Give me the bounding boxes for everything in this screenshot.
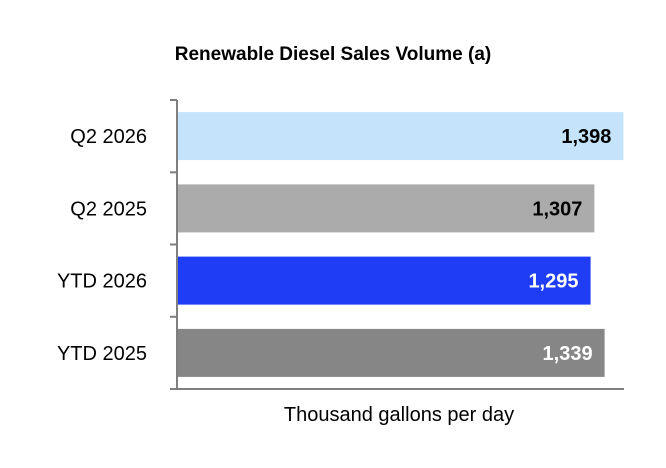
bar-ytd-2026 <box>178 256 591 305</box>
bar-ytd-2025 <box>178 328 605 377</box>
category-label-q2-2025: Q2 2025 <box>70 198 147 220</box>
bar-q2-2026 <box>178 112 624 161</box>
value-label-ytd-2026: 1,295 <box>528 271 578 293</box>
y-ticks-group: Q2 2026 Q2 2025 YTD 2026 YTD 2025 <box>57 99 177 390</box>
category-label-ytd-2025: YTD 2025 <box>57 343 147 365</box>
category-label-q2-2026: Q2 2026 <box>70 126 147 148</box>
value-label-ytd-2025: 1,339 <box>543 343 593 365</box>
value-label-q2-2025: 1,307 <box>532 198 582 220</box>
chart-title: Renewable Diesel Sales Volume (a) <box>175 44 491 65</box>
bars-group: 1,398 1,307 1,295 1,339 <box>178 112 624 377</box>
x-axis-title: Thousand gallons per day <box>284 404 514 426</box>
bar-q2-2025 <box>178 184 595 233</box>
value-label-q2-2026: 1,398 <box>561 126 611 148</box>
category-label-ytd-2026: YTD 2026 <box>57 271 147 293</box>
